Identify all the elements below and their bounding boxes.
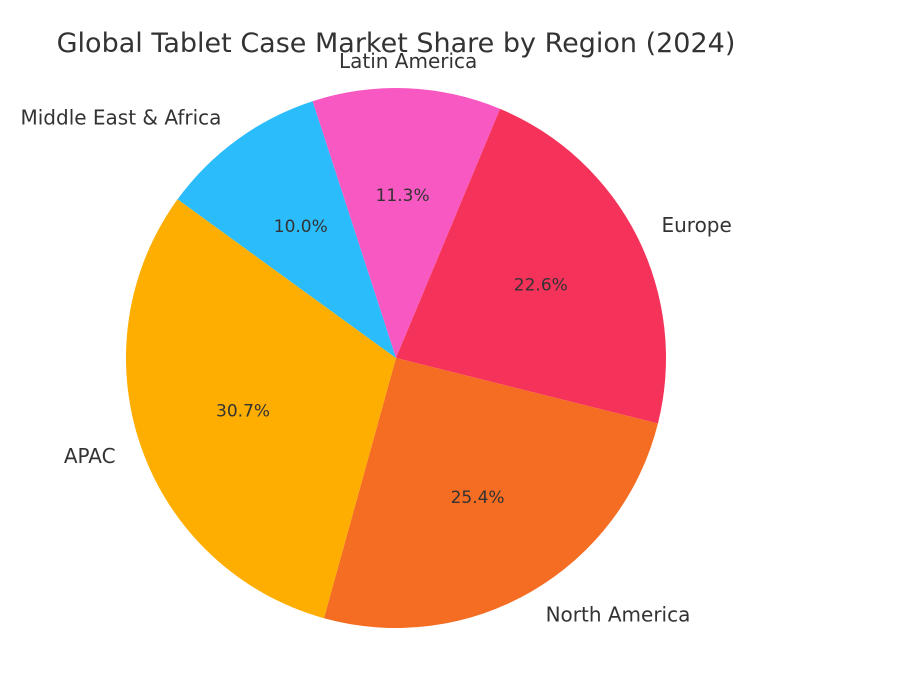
pct-label-europe: 22.6% xyxy=(514,275,568,295)
pie-slice-apac xyxy=(126,199,396,619)
pie-labels: 11.3% Latin America 22.6% Europe 25.4% North … xyxy=(20,49,731,626)
category-label-north-america: North America xyxy=(546,603,691,627)
pie-slice-middle-east-and-africa xyxy=(177,101,396,359)
pie-slice-latin-america xyxy=(312,87,501,358)
pct-label-latin-america: 11.3% xyxy=(376,186,430,206)
category-label-europe: Europe xyxy=(661,213,731,237)
category-label-apac: APAC xyxy=(64,444,116,468)
pie-slice-europe xyxy=(396,108,666,424)
category-label-latin-america: Latin America xyxy=(339,49,477,73)
category-label-middle-east-and-africa: Middle East & Africa xyxy=(20,106,221,130)
pct-label-north-america: 25.4% xyxy=(451,488,505,508)
pct-label-middle-east-and-africa: 10.0% xyxy=(274,217,328,237)
pct-label-apac: 30.7% xyxy=(216,401,270,421)
chart-title: Global Tablet Case Market Share by Regio… xyxy=(57,28,736,59)
pie-slices xyxy=(126,87,666,628)
pie-slice-north-america xyxy=(323,358,658,628)
